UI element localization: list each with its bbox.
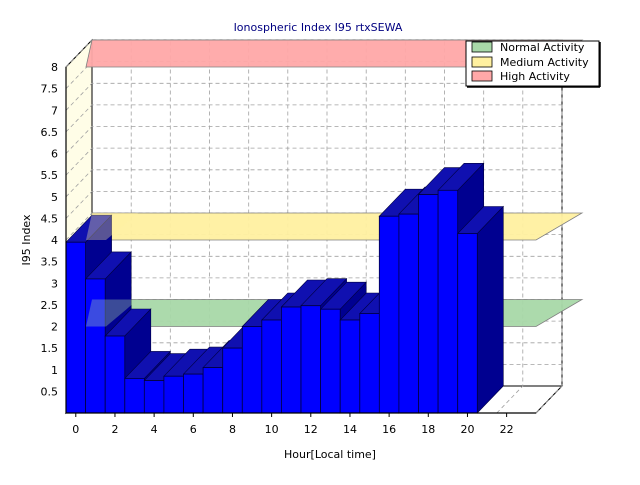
y-tick-label: 6 [51,148,58,161]
x-tick-label: 12 [304,423,318,436]
x-tick-label: 6 [190,423,197,436]
bar-front [183,373,204,414]
bar-side [476,205,504,414]
legend-label-medium: Medium Activity [500,56,589,69]
y-tick-label: 6.5 [41,126,59,139]
bar-front [163,375,184,414]
band-front-medium [86,213,138,240]
x-axis-title: Hour[Local time] [284,448,376,461]
legend: Normal Activity Medium Activity High Act… [465,40,601,88]
legend-swatch-high [471,70,493,82]
bar-front [65,241,87,414]
bar-front [320,308,341,414]
y-tick-label: 1 [51,364,58,377]
y-tick-label: 5 [51,191,58,204]
x-tick-label: 4 [151,423,158,436]
bar-front [300,305,322,414]
legend-swatch-medium [471,56,493,68]
bar-front [241,326,263,414]
y-tick-labels: 0.5 1 1.5 2 2.5 3 3.5 4 4.5 5 5.5 6 6.5 7 7.5 8 [41,61,59,398]
y-axis-title: I95 Index [20,214,33,266]
x-tick-label: 22 [500,423,514,436]
band-plane-medium [85,212,584,241]
bar-front [339,319,361,414]
x-tick-label: 14 [343,423,357,436]
bar-front [261,319,282,414]
legend-label-high: High Activity [500,70,570,83]
bar-front [222,347,243,414]
x-tick-labels: 0 2 4 6 8 10 12 14 16 18 20 22 [72,413,514,436]
y-tick-label: 7 [51,104,58,117]
x-tick-label: 16 [382,423,396,436]
y-tick-label: 3.5 [41,256,59,269]
bar-front [202,367,224,414]
x-tick-label: 2 [112,423,119,436]
activity-band-edges [86,213,138,327]
y-tick-label: 0.5 [41,385,59,398]
band-plane-high [85,39,584,68]
bar-front [359,313,380,414]
bar-front [104,335,126,414]
y-tick-label: 1.5 [41,342,59,355]
legend-swatch-normal [471,41,493,53]
gridline-y [65,82,562,111]
x-tick-label: 0 [72,423,79,436]
y-tick-label: 4.5 [41,212,59,225]
gridline-x [496,40,524,414]
y-tick-label: 3 [51,277,58,290]
y-tick-label: 5.5 [41,169,59,182]
x-tick-label: 10 [265,423,279,436]
bar-front [143,380,165,414]
x-tick-label: 18 [421,423,435,436]
bar-front [378,215,400,414]
bar-front [85,278,106,414]
bar-20 [456,205,505,414]
bar-front [457,233,478,414]
gridline-x [535,40,563,414]
y-tick-label: 4 [51,234,58,247]
y-tick-label: 8 [51,61,58,74]
x-tick-label: 8 [229,423,236,436]
y-tick-label: 7.5 [41,83,59,96]
x-tick-label: 20 [461,423,475,436]
bar-front [398,213,419,414]
legend-label-normal: Normal Activity [500,41,585,54]
y-tick-label: 2.5 [41,299,59,312]
bar-front [418,194,439,414]
bars [65,162,505,414]
bar-front [280,306,302,414]
axes [65,67,536,414]
y-tick-label: 2 [51,321,58,334]
chart-title: Ionospheric Index I95 rtxSEWA [234,21,403,34]
bar-front [437,189,459,414]
bar-front [124,377,145,414]
band-front-normal [86,299,138,327]
